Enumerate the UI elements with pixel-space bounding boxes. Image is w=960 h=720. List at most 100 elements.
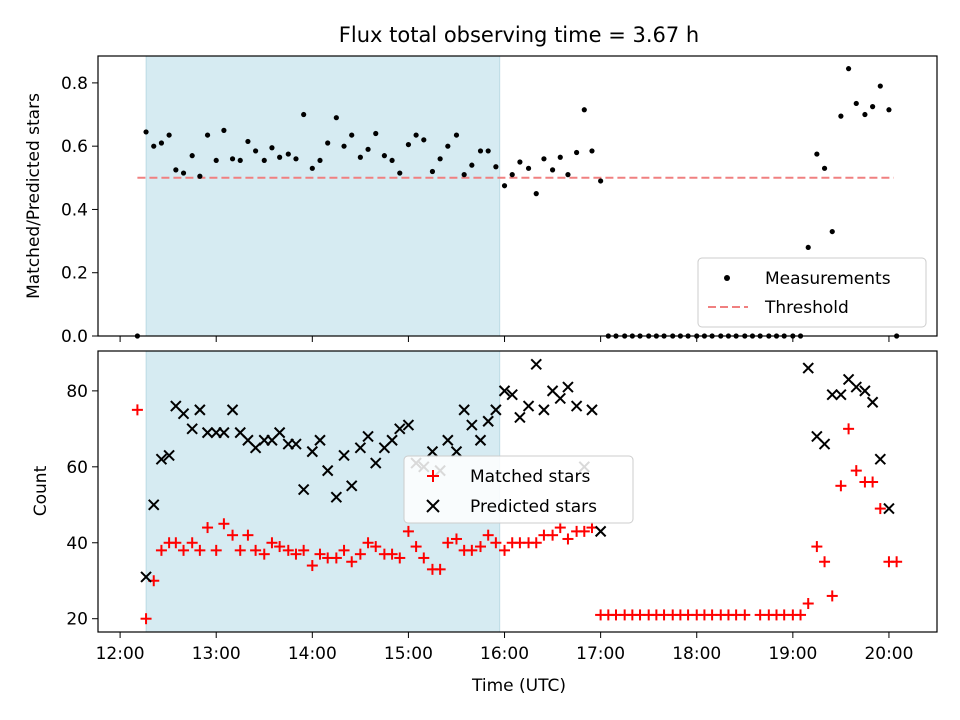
matched-star-point: [819, 556, 831, 568]
matched-star-point: [795, 609, 807, 621]
top-y-ticks: 0.0 0.2 0.4 0.6 0.8: [61, 74, 98, 347]
measurement-point: [533, 191, 539, 197]
measurement-point: [877, 83, 883, 89]
predicted-star-point: [177, 407, 190, 420]
predicted-star-points: [140, 358, 895, 583]
matched-star-point: [290, 548, 302, 560]
predicted-star-point: [163, 449, 175, 462]
measurement-point: [261, 157, 267, 164]
legend-matched-marker: [427, 470, 439, 482]
measurement-point: [421, 137, 427, 143]
matched-star-point: [338, 544, 350, 556]
matched-star-point: [562, 533, 574, 545]
measurement-point: [461, 172, 467, 178]
matched-star-point: [194, 544, 206, 556]
matched-star-point: [434, 563, 446, 575]
matched-star-point: [314, 548, 326, 560]
predicted-star-point: [522, 400, 535, 412]
measurement-point: [151, 143, 157, 149]
y-tick-label: 0.6: [61, 137, 88, 157]
predicted-star-point: [306, 445, 319, 458]
predicted-star-point: [562, 381, 574, 393]
predicted-star-point: [450, 445, 463, 458]
predicted-star-point: [586, 404, 598, 416]
measurement-point: [293, 156, 299, 162]
matched-star-point: [227, 529, 239, 541]
x-tick-label: 16:00: [480, 644, 529, 664]
top-shaded-span: [145, 55, 501, 337]
measurement-point: [413, 132, 419, 138]
measurement-point: [143, 129, 149, 135]
measurement-point: [821, 165, 828, 171]
measurement-point: [886, 107, 892, 113]
measurement-point: [166, 132, 172, 138]
predicted-star-point: [370, 457, 382, 469]
predicted-star-point: [218, 426, 230, 439]
matched-star-point: [835, 480, 847, 492]
measurement-point: [405, 141, 412, 148]
predicted-star-point: [148, 499, 160, 511]
matched-star-point: [274, 541, 286, 553]
matched-star-point: [131, 404, 143, 416]
matched-star-point: [850, 465, 862, 477]
matched-star-point: [874, 503, 886, 515]
matched-star-point: [266, 537, 278, 549]
predicted-star-point: [482, 415, 494, 427]
matched-star-point: [843, 423, 855, 435]
matched-star-points: [131, 404, 903, 625]
matched-star-point: [250, 544, 262, 556]
bottom-x-ticks: 12:00 13:00 14:00 15:00 16:00 17:00 18:00 19:00…: [96, 632, 913, 664]
matched-star-point: [442, 537, 454, 549]
measurement-point: [870, 104, 876, 110]
measurement-point: [204, 132, 211, 138]
predicted-star-point: [354, 442, 367, 454]
x-axis-label: Time (UTC): [471, 676, 566, 696]
top-x-ticks: [119, 336, 890, 342]
measurement-point: [445, 143, 451, 149]
measurement-point: [253, 148, 259, 154]
measurement-point: [180, 170, 187, 176]
matched-star-point: [811, 541, 823, 553]
bottom-axes-frame: [97, 350, 938, 633]
matched-star-point: [186, 537, 198, 549]
predicted-star-point: [314, 434, 326, 446]
measurement-point: [509, 172, 515, 178]
top-y-axis-label: Matched/Predicted stars: [24, 93, 44, 299]
matched-star-point: [450, 533, 462, 545]
measurement-point: [589, 148, 595, 154]
matched-star-point: [362, 537, 374, 549]
y-tick-label: 20: [66, 610, 88, 630]
matched-star-point: [140, 613, 152, 625]
matched-star-point: [547, 529, 559, 541]
matched-star-point: [394, 552, 406, 564]
legend-threshold-label: Threshold: [764, 298, 849, 318]
measurement-point: [397, 170, 403, 176]
measurement-point: [598, 178, 604, 184]
measurement-point: [437, 156, 443, 162]
measurement-point: [325, 140, 331, 146]
predicted-star-point: [554, 392, 566, 405]
predicted-star-point: [826, 388, 838, 401]
predicted-star-point: [362, 430, 374, 443]
measurement-point: [213, 157, 219, 164]
measurement-point: [525, 165, 532, 171]
bottom-legend: Matched stars Predicted stars: [403, 455, 634, 524]
legend-measurements-label: Measurements: [765, 269, 891, 289]
measurement-point: [285, 151, 291, 157]
legend-measurements-marker: [724, 275, 730, 281]
predicted-star-point: [818, 438, 831, 450]
matched-star-point: [218, 518, 230, 530]
predicted-star-point: [394, 423, 406, 435]
matched-star-point: [354, 548, 366, 560]
measurement-point: [838, 113, 844, 119]
matched-star-point: [386, 548, 398, 560]
predicted-star-point: [506, 388, 518, 401]
matched-star-point: [282, 544, 294, 556]
measurement-point: [357, 154, 363, 160]
x-tick-label: 12:00: [96, 644, 145, 664]
y-tick-label: 40: [66, 534, 88, 554]
predicted-star-point: [442, 434, 454, 446]
predicted-star-point: [883, 502, 895, 515]
x-tick-label: 14:00: [288, 644, 337, 664]
